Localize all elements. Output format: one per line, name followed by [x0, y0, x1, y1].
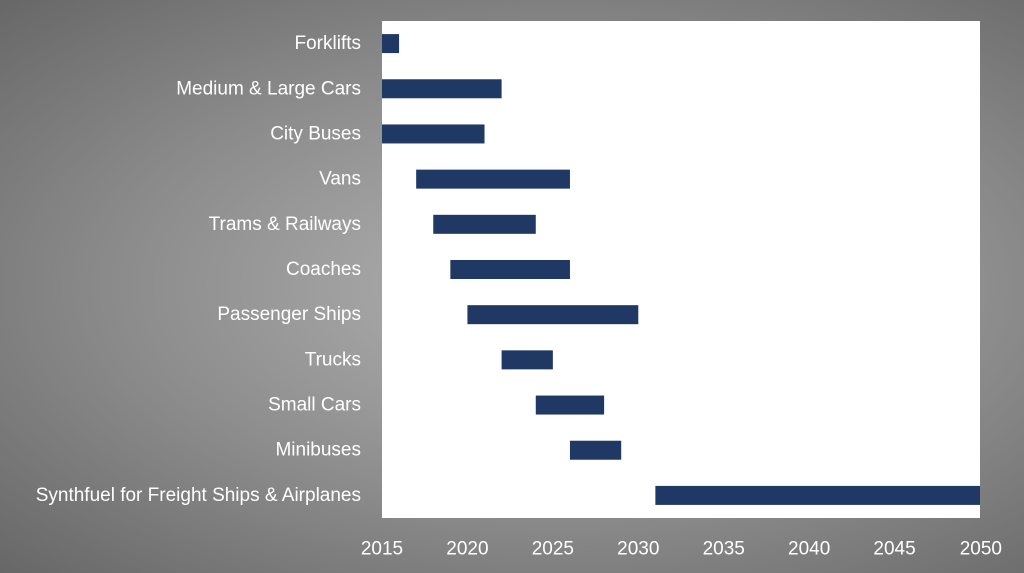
category-label: Passenger Ships — [217, 304, 361, 325]
x-tick-label: 2025 — [532, 539, 574, 560]
bar-7 — [501, 350, 553, 370]
bar-9 — [569, 440, 622, 460]
bar-6 — [467, 305, 639, 325]
bar-8 — [535, 395, 605, 415]
bar-3 — [416, 169, 570, 189]
category-label: Trucks — [305, 349, 361, 370]
x-tick-labels: 2015 2020 2025 2030 2035 2040 2045 2050 — [361, 539, 1002, 560]
category-label: Forklifts — [295, 33, 362, 54]
bar-2 — [382, 124, 485, 144]
bar-0 — [382, 34, 400, 54]
category-label: Synthfuel for Freight Ships & Airplanes — [36, 485, 361, 506]
category-label: Trams & Railways — [209, 214, 361, 235]
x-tick-label: 2035 — [703, 539, 745, 560]
category-label: Medium & Large Cars — [176, 78, 361, 99]
bar-4 — [433, 214, 536, 234]
bars-group — [382, 34, 980, 505]
x-tick-label: 2050 — [960, 539, 1002, 560]
category-label: Coaches — [286, 259, 361, 280]
x-tick-label: 2040 — [788, 539, 830, 560]
x-tick-label: 2045 — [873, 539, 915, 560]
bar-10 — [655, 485, 980, 505]
x-tick-label: 2030 — [617, 539, 659, 560]
x-tick-label: 2020 — [446, 539, 488, 560]
category-label: Small Cars — [268, 395, 361, 416]
x-tick-label: 2015 — [361, 539, 403, 560]
category-label: Minibuses — [275, 440, 361, 461]
category-label: Vans — [319, 169, 361, 190]
category-label: City Buses — [270, 123, 361, 144]
bar-5 — [450, 260, 570, 279]
category-labels: Forklifts Medium & Large Cars City Buses Va… — [36, 33, 361, 506]
bar-1 — [382, 79, 502, 99]
